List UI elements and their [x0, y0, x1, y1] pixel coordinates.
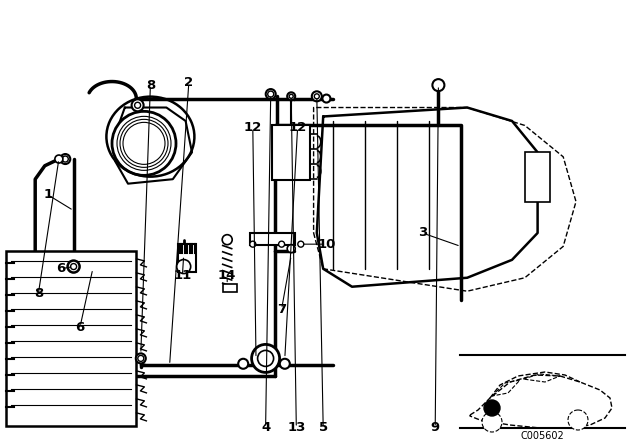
Bar	[223, 284, 237, 293]
Circle shape	[117, 116, 171, 170]
Text: 3: 3	[418, 226, 427, 240]
Circle shape	[278, 241, 285, 247]
Circle shape	[177, 259, 191, 274]
Text: 6: 6	[76, 320, 84, 334]
Circle shape	[268, 91, 274, 97]
Text: 7: 7	[277, 302, 286, 316]
Bar	[6, 251, 136, 426]
Text: 12: 12	[244, 121, 262, 134]
Text: 12: 12	[289, 121, 307, 134]
Circle shape	[287, 92, 295, 100]
Circle shape	[68, 261, 79, 272]
Bar	[272, 125, 310, 181]
Text: 11: 11	[173, 269, 191, 282]
Text: 2: 2	[184, 76, 193, 90]
Bar	[525, 152, 550, 202]
Text: 5: 5	[319, 421, 328, 435]
Circle shape	[287, 245, 295, 253]
Circle shape	[132, 99, 143, 111]
Circle shape	[222, 235, 232, 245]
Text: 4: 4	[261, 421, 270, 435]
Circle shape	[323, 95, 330, 103]
Text: C005602: C005602	[520, 431, 564, 441]
Circle shape	[136, 353, 146, 363]
Circle shape	[138, 355, 144, 362]
Text: 10: 10	[317, 237, 335, 251]
Bar	[250, 233, 294, 245]
Circle shape	[112, 112, 176, 175]
Circle shape	[124, 123, 164, 164]
Text: 8: 8	[146, 78, 155, 92]
Circle shape	[314, 94, 319, 99]
Text: 8: 8	[34, 287, 43, 300]
Circle shape	[433, 79, 444, 91]
Circle shape	[62, 156, 68, 162]
Circle shape	[120, 119, 168, 168]
Circle shape	[280, 359, 290, 369]
Text: 13: 13	[287, 421, 305, 435]
Circle shape	[134, 102, 141, 108]
Circle shape	[250, 241, 256, 247]
Circle shape	[257, 350, 274, 366]
Circle shape	[238, 359, 248, 369]
Text: 6: 6	[56, 262, 65, 276]
Text: 1: 1	[44, 188, 52, 202]
Text: 14: 14	[218, 269, 236, 282]
Circle shape	[298, 241, 304, 247]
Circle shape	[123, 122, 165, 164]
Circle shape	[568, 410, 588, 430]
Circle shape	[55, 155, 63, 163]
Circle shape	[484, 400, 500, 416]
Circle shape	[289, 95, 293, 98]
Circle shape	[136, 135, 152, 151]
Circle shape	[312, 91, 322, 101]
Circle shape	[482, 412, 502, 432]
Circle shape	[266, 89, 276, 99]
Bar	[178, 244, 196, 272]
Circle shape	[60, 154, 70, 164]
Circle shape	[252, 345, 280, 372]
Text: 9: 9	[431, 421, 440, 435]
Circle shape	[70, 263, 77, 270]
